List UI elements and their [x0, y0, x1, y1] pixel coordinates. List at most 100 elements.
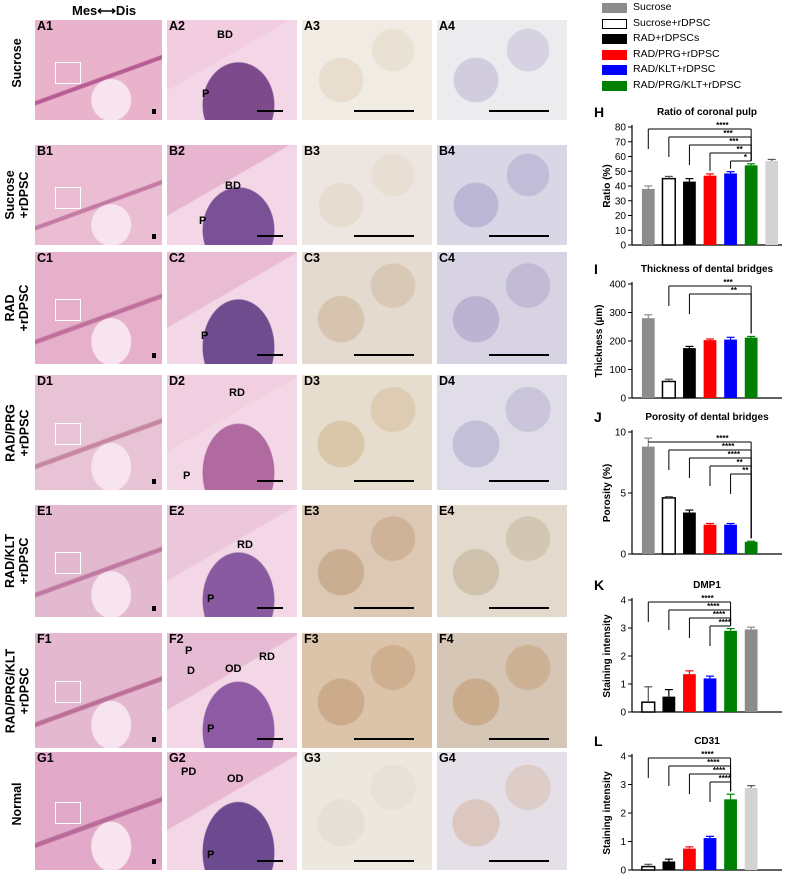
- bar: [641, 188, 655, 245]
- panel-label: C4: [439, 252, 455, 265]
- chart-title: CD31: [694, 736, 720, 747]
- scale-bar: [257, 234, 283, 237]
- significance-label: ****: [719, 618, 732, 627]
- annotation-label: RD: [237, 539, 253, 552]
- micrograph-tile: G3: [302, 752, 432, 870]
- panel-label: A3: [304, 20, 320, 33]
- micrograph-tile: G2: [167, 752, 297, 870]
- scale-bar: [152, 234, 156, 239]
- y-tick-label: 3: [620, 780, 626, 791]
- row-label: Sucrose: [10, 38, 24, 88]
- bar: [641, 318, 655, 398]
- y-tick-label: 60: [615, 152, 627, 163]
- y-axis-label: Staining intensity: [602, 614, 613, 698]
- inset-box: [55, 299, 81, 322]
- bar: [765, 160, 779, 245]
- bar: [661, 380, 676, 399]
- y-tick-label: 10: [615, 428, 627, 439]
- annotation-label: P: [185, 645, 193, 657]
- micrograph-tile: E3: [302, 505, 432, 617]
- y-axis-label: Thickness (µm): [594, 304, 605, 377]
- micrograph-tile: B4: [437, 145, 567, 245]
- panel-label: E1: [37, 505, 53, 518]
- scale-bar: [152, 353, 156, 358]
- bar: [661, 177, 676, 246]
- chart-j-bridge-porosity: J Porosity of dental bridges 0 5 10 Porosity …: [594, 409, 782, 561]
- scale-bar: [354, 737, 414, 740]
- micrograph-tile: F2: [167, 633, 297, 748]
- significance-label: *: [744, 153, 748, 162]
- y-tick-label: 400: [609, 280, 626, 291]
- y-tick-label: 300: [609, 308, 626, 319]
- chart-title: Porosity of dental bridges: [645, 412, 769, 423]
- row-label: Sucrose +rDPSC: [3, 170, 31, 220]
- panel-label: G2: [169, 752, 186, 765]
- panel-label: E4: [439, 505, 455, 518]
- inset-box: [55, 187, 81, 209]
- panel-label: B2: [169, 145, 185, 158]
- micrograph-tile: E4: [437, 505, 567, 617]
- y-tick-label: 0: [620, 394, 626, 405]
- scale-bar: [354, 234, 414, 237]
- panel-label: F4: [439, 633, 454, 646]
- annotation-label: D: [187, 665, 195, 677]
- significance-label: ****: [713, 610, 726, 619]
- scale-bar: [489, 479, 549, 482]
- panel-label: F2: [169, 633, 184, 646]
- y-tick-label: 10: [615, 226, 627, 237]
- y-tick-label: 0: [620, 708, 626, 719]
- annotation-label: PD: [181, 766, 197, 779]
- annotation-label: P: [207, 723, 215, 735]
- y-axis-label: Staining intensity: [602, 771, 613, 855]
- legend-swatch: [602, 18, 627, 29]
- legend-swatch: [602, 65, 627, 75]
- scale-bar: [257, 737, 283, 740]
- significance-label: **: [742, 466, 749, 475]
- panel-label: E3: [304, 505, 320, 518]
- significance-label: ****: [722, 442, 735, 451]
- panel-label: C1: [37, 252, 53, 265]
- micrograph-tile: F4: [437, 633, 567, 748]
- bar: [683, 348, 696, 398]
- micrograph-tile: F3: [302, 633, 432, 748]
- panel-label: E2: [169, 505, 185, 518]
- bar: [662, 861, 676, 870]
- chart-title: DMP1: [693, 580, 721, 591]
- y-tick-label: 30: [615, 196, 627, 207]
- chart-panel-letter: H: [594, 104, 604, 120]
- y-tick-label: 20: [615, 211, 627, 222]
- legend-swatch: [602, 34, 627, 44]
- y-tick-label: 1: [620, 837, 626, 848]
- y-tick-label: 2: [620, 652, 626, 663]
- bar: [661, 497, 676, 555]
- chart-title: Ratio of coronal pulp: [657, 107, 757, 118]
- significance-label: ****: [719, 774, 732, 783]
- bar: [703, 678, 717, 712]
- scale-bar: [257, 859, 283, 862]
- bar: [724, 799, 737, 870]
- significance-label: **: [731, 286, 738, 295]
- legend-label: RAD/PRG+rDPSC: [633, 47, 720, 60]
- significance-label: **: [737, 458, 744, 467]
- y-tick-label: 50: [615, 167, 627, 178]
- bar: [703, 340, 717, 398]
- legend-label: RAD/KLT+rDPSC: [633, 63, 716, 75]
- significance-label: ***: [723, 129, 733, 138]
- scale-bar: [152, 737, 156, 742]
- significance-label: ****: [701, 750, 714, 759]
- significance-label: ****: [707, 758, 720, 767]
- bar: [724, 173, 737, 245]
- y-tick-label: 70: [615, 137, 627, 148]
- legend-label: Sucrose: [633, 1, 672, 13]
- chart-title: Thickness of dental bridges: [641, 264, 774, 275]
- chart-legend: Sucrose Sucrose+rDPSC RAD+rDPSCs RAD/PRG+rD…: [598, 0, 798, 95]
- inset-box: [55, 801, 81, 824]
- panel-label: B1: [37, 145, 53, 158]
- chart-panel-letter: J: [594, 409, 602, 425]
- scale-bar: [489, 606, 549, 609]
- legend-label: Sucrose+rDPSC: [633, 16, 711, 29]
- micrograph-tile: D2: [167, 375, 297, 490]
- micrograph-tile: D1: [35, 375, 162, 490]
- bar: [744, 629, 758, 712]
